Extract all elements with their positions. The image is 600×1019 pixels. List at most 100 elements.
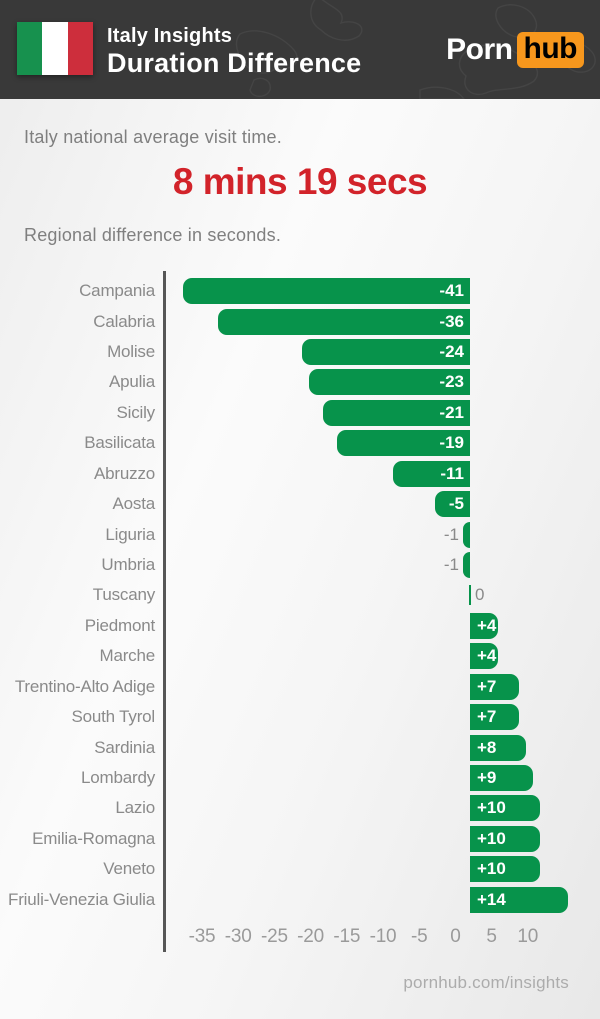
value-label: -23: [439, 372, 464, 392]
bar-area: +4: [166, 612, 600, 639]
value-bar: -24: [302, 339, 470, 366]
flag-stripe-green: [17, 22, 43, 75]
pornhub-logo: Porn hub: [446, 32, 584, 68]
value-label: -36: [439, 311, 464, 331]
value-bar: +9: [470, 764, 533, 791]
logo-text-hub: hub: [516, 32, 584, 68]
bar-area: -36: [166, 308, 600, 335]
region-label: Tuscany: [92, 585, 155, 605]
region-label: Abruzzo: [94, 463, 155, 483]
value-bar: +8: [470, 734, 526, 761]
value-label: -11: [440, 463, 464, 483]
chart-row: South Tyrol +7: [0, 702, 600, 732]
region-label: Basilicata: [84, 433, 155, 453]
chart-row: Friuli-Venezia Giulia +14: [0, 884, 600, 914]
value-bar: +4: [470, 643, 498, 670]
bar-area: -23: [166, 369, 600, 396]
chart-row: Piedmont +4: [0, 611, 600, 641]
bar-area: -5: [166, 491, 600, 518]
x-tick-label: 5: [486, 926, 497, 947]
average-visit-value: 8 mins 19 secs: [172, 161, 428, 202]
value-label: -41: [439, 281, 464, 301]
x-tick-label: -20: [297, 926, 325, 947]
regional-bar-chart: Campania -41 Calabria -36 Molise -24 Apulia -23…: [0, 271, 600, 976]
logo-text-porn: Porn: [446, 33, 513, 66]
region-label: Calabria: [93, 311, 155, 331]
x-tick-label: -30: [224, 926, 252, 947]
value-label: +10: [477, 828, 506, 848]
value-bar: +10: [470, 825, 540, 852]
value-bar: -23: [309, 369, 470, 396]
page-title: Duration Difference: [107, 48, 362, 78]
value-label: -5: [448, 494, 464, 514]
bar-area: +7: [166, 704, 600, 731]
value-bar: -41: [183, 278, 470, 305]
value-bar: +10: [470, 856, 540, 883]
chart-row: Lazio +10: [0, 793, 600, 823]
bar-area: -1: [166, 552, 600, 578]
value-label: -24: [439, 342, 464, 362]
value-bar: [463, 552, 470, 578]
x-tick-label: -10: [369, 926, 397, 947]
bar-area: +10: [166, 825, 600, 852]
value-label: +7: [477, 707, 497, 727]
region-label: Sardinia: [94, 737, 155, 757]
region-label: Friuli-Venezia Giulia: [8, 889, 155, 909]
value-label: -21: [439, 402, 464, 422]
x-tick-label: -15: [333, 926, 361, 947]
chart-row: Apulia -23: [0, 367, 600, 397]
value-label: +9: [477, 767, 497, 787]
value-bar: +7: [470, 704, 519, 731]
chart-row: Tuscany 0: [0, 580, 600, 610]
bar-area: 0: [166, 582, 600, 608]
chart-row: Emilia-Romagna +10: [0, 824, 600, 854]
average-visit-caption: Italy national average visit time.: [24, 127, 282, 147]
chart-row: Sicily -21: [0, 398, 600, 428]
flag-stripe-white: [42, 22, 68, 75]
value-bar: +10: [470, 795, 540, 822]
bar-area: -1: [166, 521, 600, 548]
bar-area: -11: [166, 460, 600, 487]
bar-area: +7: [166, 673, 600, 700]
region-label: Lazio: [115, 798, 155, 818]
bar-area: -41: [166, 278, 600, 305]
region-label: Trentino-Alto Adige: [14, 676, 155, 696]
region-label: Piedmont: [84, 615, 155, 635]
chart-row: Abruzzo -11: [0, 459, 600, 489]
value-label: 0: [475, 585, 485, 605]
chart-row: Liguria -1: [0, 519, 600, 549]
value-bar: +14: [470, 886, 568, 913]
bar-area: +10: [166, 856, 600, 883]
value-label: +14: [477, 889, 506, 909]
region-label: Sicily: [116, 402, 156, 422]
header-subtitle: Italy Insights: [107, 25, 233, 47]
flag-stripe-red: [67, 22, 93, 75]
x-tick-label: -35: [188, 926, 216, 947]
region-label: Emilia-Romagna: [32, 828, 155, 848]
value-label: -19: [439, 433, 464, 453]
chart-caption: Regional difference in seconds.: [24, 225, 282, 245]
bar-area: +4: [166, 643, 600, 670]
bar-area: +10: [166, 795, 600, 822]
chart-row: Umbria -1: [0, 550, 600, 580]
region-label: Molise: [107, 342, 155, 362]
region-label: Marche: [99, 646, 156, 666]
x-tick-label: -5: [410, 926, 428, 947]
chart-rows: Campania -41 Calabria -36 Molise -24 Apulia -23…: [0, 276, 600, 915]
region-label: Lombardy: [81, 767, 155, 787]
region-label: Veneto: [103, 859, 155, 879]
value-bar: +7: [470, 673, 519, 700]
value-label: +4: [477, 646, 497, 666]
chart-row: Lombardy +9: [0, 763, 600, 793]
region-label: Liguria: [105, 524, 155, 544]
chart-row: Aosta -5: [0, 489, 600, 519]
chart-row: Basilicata -19: [0, 428, 600, 458]
chart-row: Campania -41: [0, 276, 600, 306]
header-titles: Italy Insights Duration Difference: [107, 24, 361, 78]
region-label: South Tyrol: [71, 707, 156, 727]
bar-area: -24: [166, 339, 600, 366]
bar-area: +8: [166, 734, 600, 761]
bar-area: -19: [166, 430, 600, 457]
header-bar: Italy Insights Duration Difference Porn …: [0, 0, 600, 99]
